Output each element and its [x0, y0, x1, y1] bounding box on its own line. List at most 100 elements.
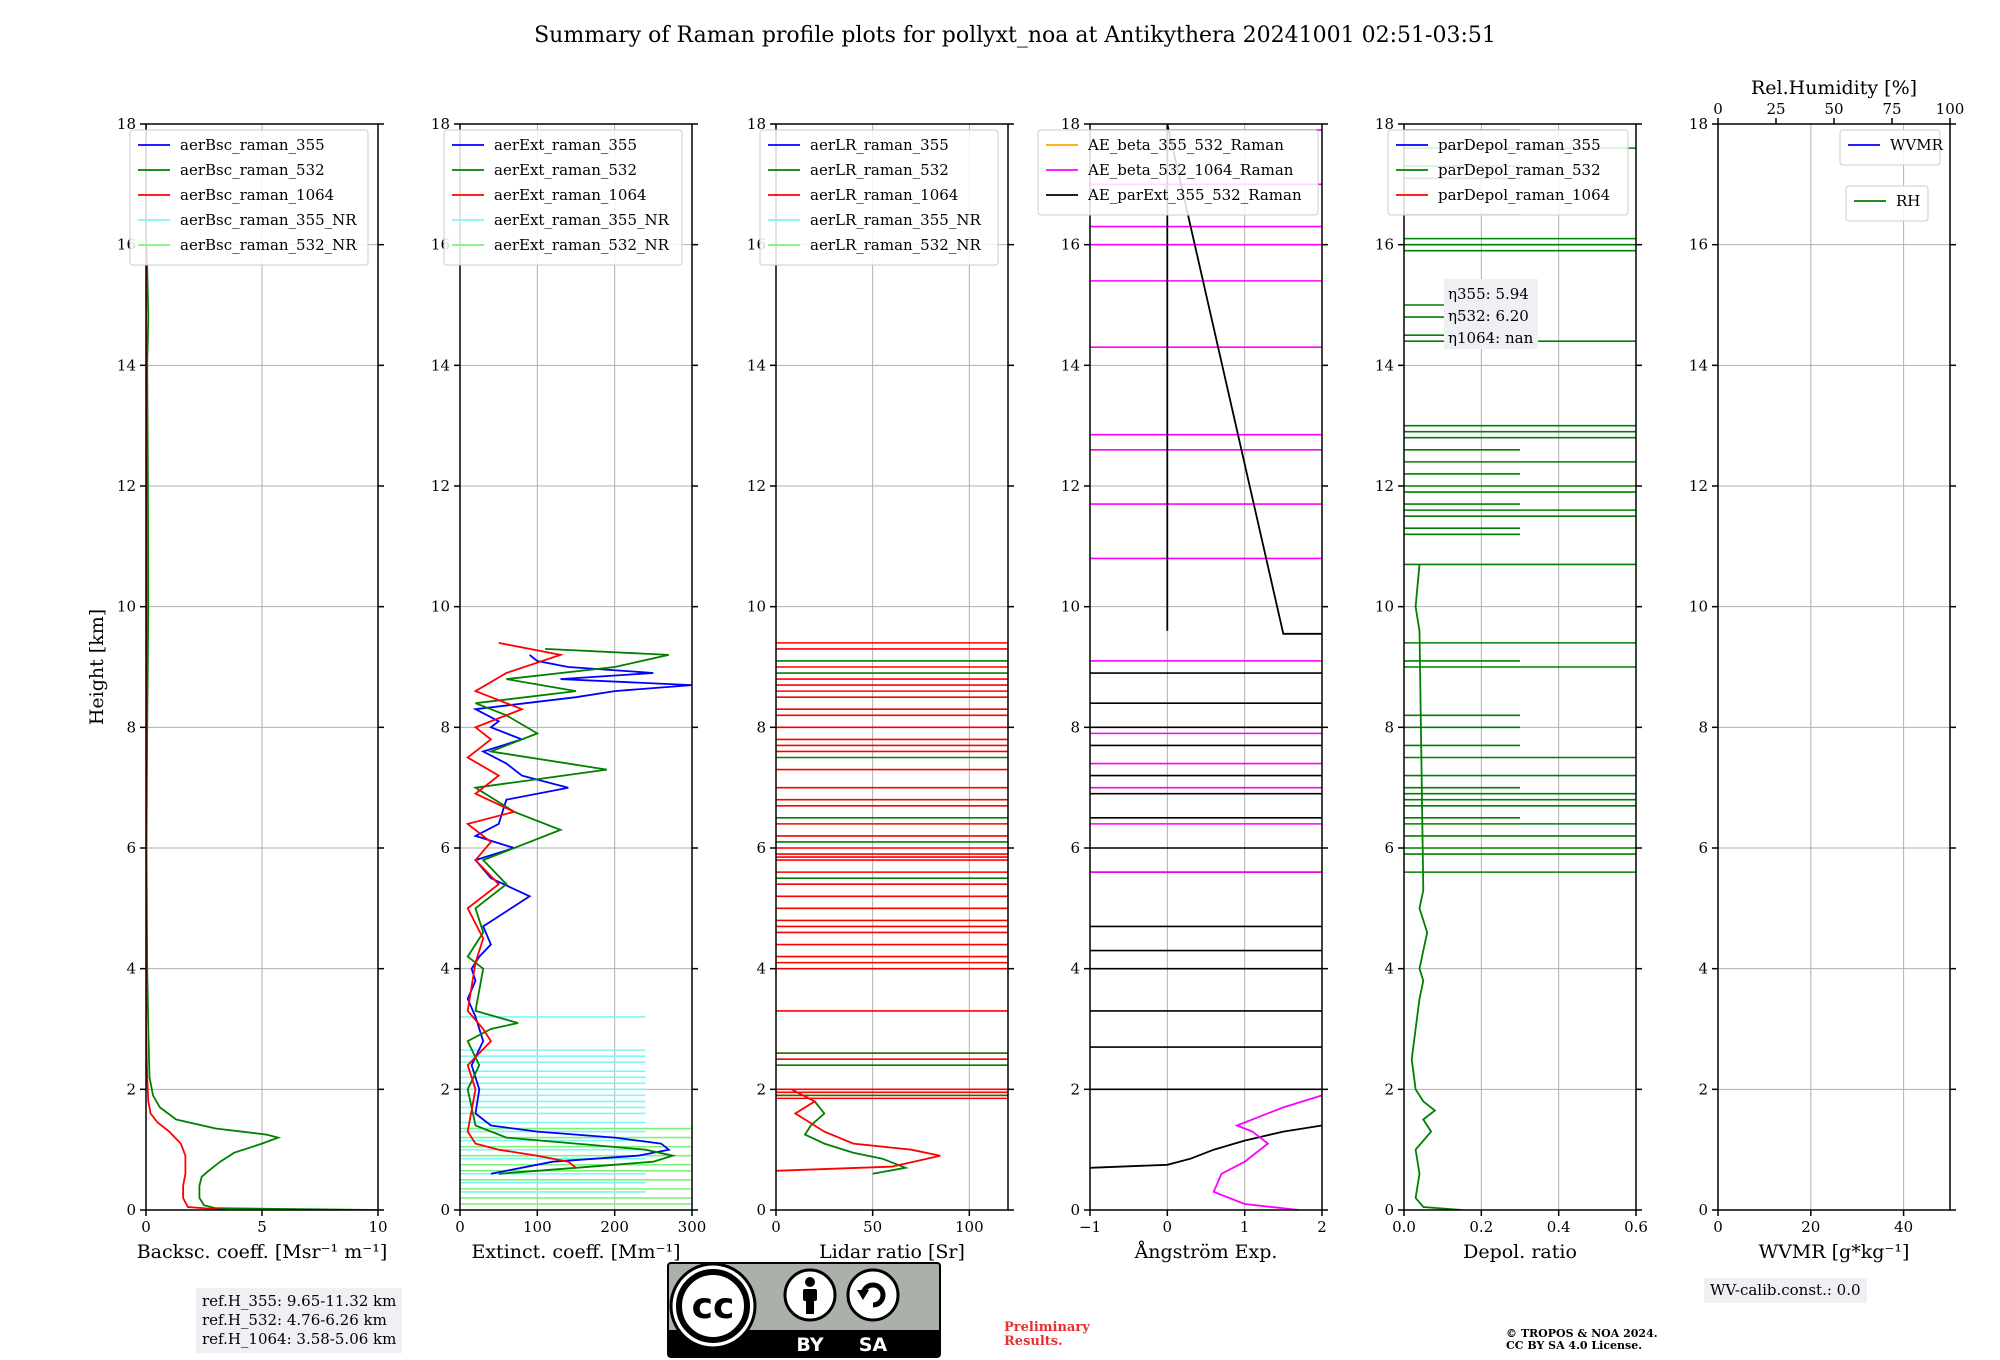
series-aerLR_raman_532 — [803, 1100, 909, 1175]
y-tick-label: 0 — [440, 1201, 450, 1219]
copyright-line-1: © TROPOS & NOA 2024. — [1506, 1327, 1658, 1340]
x-tick-label: 200 — [600, 1218, 629, 1236]
preliminary-line-2: Results. — [1004, 1334, 1063, 1349]
y-tick-label: 14 — [1375, 356, 1394, 374]
legend-entry: aerExt_raman_355_NR — [494, 211, 670, 229]
y-tick-label: 10 — [117, 598, 136, 616]
sa-label: SA — [859, 1334, 888, 1356]
legend-box — [1037, 129, 1319, 216]
x-tick-label: 0 — [141, 1218, 151, 1236]
y-tick-label: 16 — [1375, 236, 1394, 254]
y-tick-label: 8 — [1384, 718, 1394, 736]
y-tick-label: 14 — [431, 356, 450, 374]
x-tick-label: −1 — [1079, 1218, 1101, 1236]
legend-entry: aerLR_raman_355 — [810, 136, 949, 154]
y-tick-label: 2 — [126, 1080, 136, 1098]
y-tick-label: 12 — [1375, 477, 1394, 495]
by-label: BY — [796, 1334, 823, 1356]
legend-entry: AE_parExt_355_532_Raman — [1087, 186, 1302, 204]
y-tick-label: 18 — [1375, 115, 1394, 133]
y-tick-label: 0 — [756, 1201, 766, 1219]
x-axis-label: Lidar ratio [Sr] — [819, 1241, 965, 1263]
y-tick-label: 14 — [117, 356, 136, 374]
y-tick-label: 2 — [756, 1080, 766, 1098]
y-tick-label: 18 — [431, 115, 450, 133]
x-axis-label: Ångström Exp. — [1134, 1241, 1278, 1263]
legend-entry: AE_beta_355_532_Raman — [1087, 136, 1284, 154]
x-tick-label: 0.0 — [1392, 1218, 1416, 1236]
x-tick-label: 2 — [1317, 1218, 1327, 1236]
cc-logo-text: cc — [692, 1286, 735, 1327]
legend-entry: aerExt_raman_355 — [494, 136, 637, 154]
y-tick-label: 14 — [1689, 356, 1708, 374]
x-tick-label: 10 — [368, 1218, 387, 1236]
y-tick-label: 12 — [117, 477, 136, 495]
y-tick-label: 10 — [1375, 598, 1394, 616]
axes-frame — [1717, 123, 1951, 1211]
legend-entry: aerLR_raman_1064 — [810, 186, 958, 204]
copyright-line-2: CC BY SA 4.0 License. — [1506, 1339, 1643, 1352]
y-tick-label: 6 — [1698, 839, 1708, 857]
y-tick-label: 8 — [1698, 718, 1708, 736]
series-AE_parExt_355_532_Raman — [1090, 1124, 1322, 1169]
series-AE_parExt_355_532_Raman_upper — [1166, 124, 1322, 635]
x-tick-label: 100 — [955, 1218, 984, 1236]
person-icon — [783, 1268, 837, 1322]
wv-calib-box: WV-calib.const.: 0.0 — [1704, 1278, 1867, 1303]
x-axis-label: Backsc. coeff. [Msr⁻¹ m⁻¹] — [137, 1241, 388, 1263]
x-axis-label: Depol. ratio — [1463, 1241, 1577, 1263]
y-tick-label: 6 — [440, 839, 450, 857]
y-tick-label: 2 — [440, 1080, 450, 1098]
legend-entry: aerLR_raman_532_NR — [810, 236, 981, 254]
series-aerExt_raman_532 — [466, 648, 677, 1175]
x-tick-label: 20 — [1801, 1218, 1820, 1236]
x-tick-label: 40 — [1894, 1218, 1913, 1236]
y-tick-label: 8 — [1070, 718, 1080, 736]
series-aerLR_raman_1064 — [776, 1088, 941, 1172]
x-tick-label: 50 — [863, 1218, 882, 1236]
wv-calib-text: WV-calib.const.: 0.0 — [1710, 1281, 1861, 1299]
top-x-tick-label: 50 — [1824, 100, 1843, 118]
legend-entry: parDepol_raman_355 — [1438, 136, 1601, 154]
y-tick-label: 12 — [1061, 477, 1080, 495]
x-tick-label: 0.2 — [1469, 1218, 1493, 1236]
series-aerBsc_raman_532 — [146, 244, 378, 1210]
x-tick-label: 0.4 — [1547, 1218, 1571, 1236]
panel-depol: 0 2 4 6 8 10 12 14 16 18 0.0 0.2 0.4 0.6 Depol. ratio p… — [1375, 115, 1648, 1263]
y-tick-label: 10 — [431, 598, 450, 616]
y-tick-label: 12 — [1689, 477, 1708, 495]
reference-heights-box: ref.H_355: 9.65-11.32 km ref.H_532: 4.76… — [196, 1288, 403, 1353]
x-tick-label: 0.6 — [1624, 1218, 1648, 1236]
y-tick-label: 10 — [1061, 598, 1080, 616]
y-tick-label: 6 — [126, 839, 136, 857]
series-parDepol_raman_532 — [1410, 564, 1463, 1210]
y-tick-label: 18 — [747, 115, 766, 133]
y-tick-label: 8 — [126, 718, 136, 736]
axes-frame — [459, 123, 693, 1211]
legend-box — [1845, 185, 1929, 222]
axes-frame — [1089, 123, 1323, 1211]
top-x-tick-label: 100 — [1936, 100, 1965, 118]
legend-entry: aerBsc_raman_1064 — [180, 186, 334, 204]
y-tick-label: 18 — [1061, 115, 1080, 133]
x-tick-label: 5 — [257, 1218, 267, 1236]
eta-annotation: η355: 5.94 — [1448, 285, 1529, 303]
x-tick-label: 100 — [523, 1218, 552, 1236]
legend-entry: AE_beta_532_1064_Raman — [1087, 161, 1294, 179]
top-x-tick-label: 75 — [1882, 100, 1901, 118]
eta-annotation-box — [1444, 279, 1538, 349]
legend-entry: aerBsc_raman_532_NR — [180, 236, 357, 254]
y-tick-label: 6 — [756, 839, 766, 857]
series-aerBsc_raman_1064 — [146, 124, 228, 1210]
y-tick-label: 0 — [126, 1201, 136, 1219]
y-tick-label: 14 — [747, 356, 766, 374]
cc-by-sa-license-badge: cc BY SA — [667, 1262, 941, 1358]
y-tick-label: 8 — [440, 718, 450, 736]
y-tick-label: 16 — [1689, 236, 1708, 254]
legend-box — [1839, 129, 1941, 166]
eta-annotation: η1064: nan — [1448, 329, 1534, 347]
plot-area — [460, 642, 692, 1205]
legend-entry: aerExt_raman_1064 — [494, 186, 647, 204]
top-x-tick-label: 25 — [1766, 100, 1785, 118]
